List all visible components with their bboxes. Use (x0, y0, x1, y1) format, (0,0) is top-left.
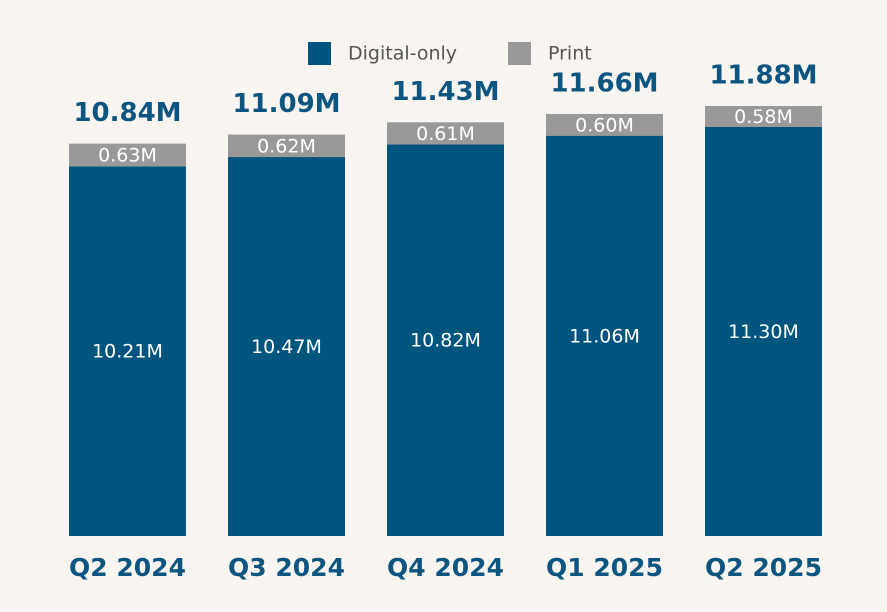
x-tick-label: Q1 2025 (546, 553, 663, 582)
bar-segment (546, 135, 663, 537)
value-label: 10.21M (92, 341, 163, 363)
value-label: 0.63M (98, 145, 157, 167)
total-label: 11.43M (391, 77, 499, 107)
total-label: 11.88M (709, 61, 817, 91)
legend-swatch (508, 42, 531, 65)
x-tick-label: Q4 2024 (387, 553, 504, 582)
value-label: 11.06M (569, 325, 640, 347)
value-label: 0.60M (575, 114, 634, 136)
x-tick-label: Q2 2024 (69, 553, 186, 582)
total-label: 10.84M (73, 98, 181, 128)
bar-segment (387, 122, 504, 145)
x-tick-label: Q2 2025 (705, 553, 822, 582)
legend-swatch (308, 42, 331, 65)
bar-segment (69, 166, 186, 537)
total-label: 11.09M (232, 89, 340, 119)
bar-segment (228, 157, 345, 537)
value-label: 0.61M (416, 123, 475, 145)
bar-segment (705, 106, 822, 127)
value-label: 0.58M (734, 106, 793, 128)
legend-label: Digital-only (348, 43, 457, 65)
legend-label: Print (548, 43, 592, 65)
bar-segment (228, 134, 345, 158)
x-tick-label: Q3 2024 (228, 553, 345, 582)
total-label: 11.66M (550, 68, 658, 98)
value-label: 10.82M (410, 330, 481, 352)
bar-segment (387, 144, 504, 536)
value-label: 11.30M (728, 321, 799, 343)
bar-segment (69, 143, 186, 167)
bar-segment (705, 126, 822, 537)
value-label: 0.62M (257, 135, 316, 157)
bar-segment (546, 113, 663, 136)
value-label: 10.47M (251, 336, 322, 358)
